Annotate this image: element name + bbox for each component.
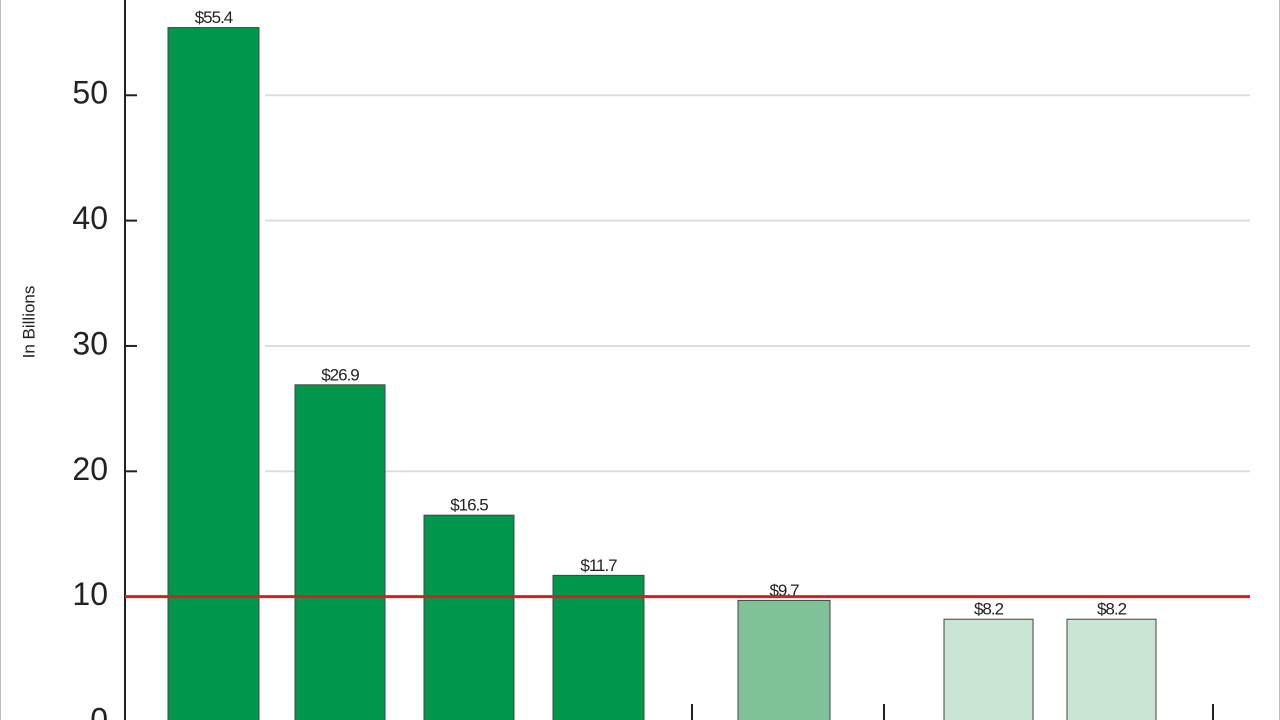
y-tick-label: 20 — [72, 451, 108, 487]
bar — [1066, 618, 1157, 720]
bar — [167, 27, 260, 720]
value-label: $55.4 — [195, 8, 233, 27]
y-tick-label: 50 — [72, 75, 108, 111]
y-tick-label: 0 — [90, 701, 108, 720]
bar — [423, 514, 515, 720]
bar — [943, 618, 1034, 720]
value-label: $16.5 — [450, 496, 488, 515]
y-axis-label: In Billions — [19, 286, 38, 359]
y-tick-label: 30 — [72, 325, 108, 361]
value-label: $26.9 — [321, 365, 359, 384]
bars: $55.4 $26.9 $16.5 $11.7 $9.7 $8.2 $8.2 — [167, 8, 1157, 720]
y-tick-label: 10 — [72, 576, 108, 612]
bar — [552, 574, 645, 720]
value-label: $9.7 — [769, 581, 799, 600]
value-label: $8.2 — [974, 600, 1004, 619]
bar — [737, 599, 831, 720]
value-label: $8.2 — [1097, 600, 1127, 619]
bar — [294, 384, 386, 720]
y-tick-label: 40 — [72, 200, 108, 236]
value-label: $11.7 — [580, 556, 617, 575]
